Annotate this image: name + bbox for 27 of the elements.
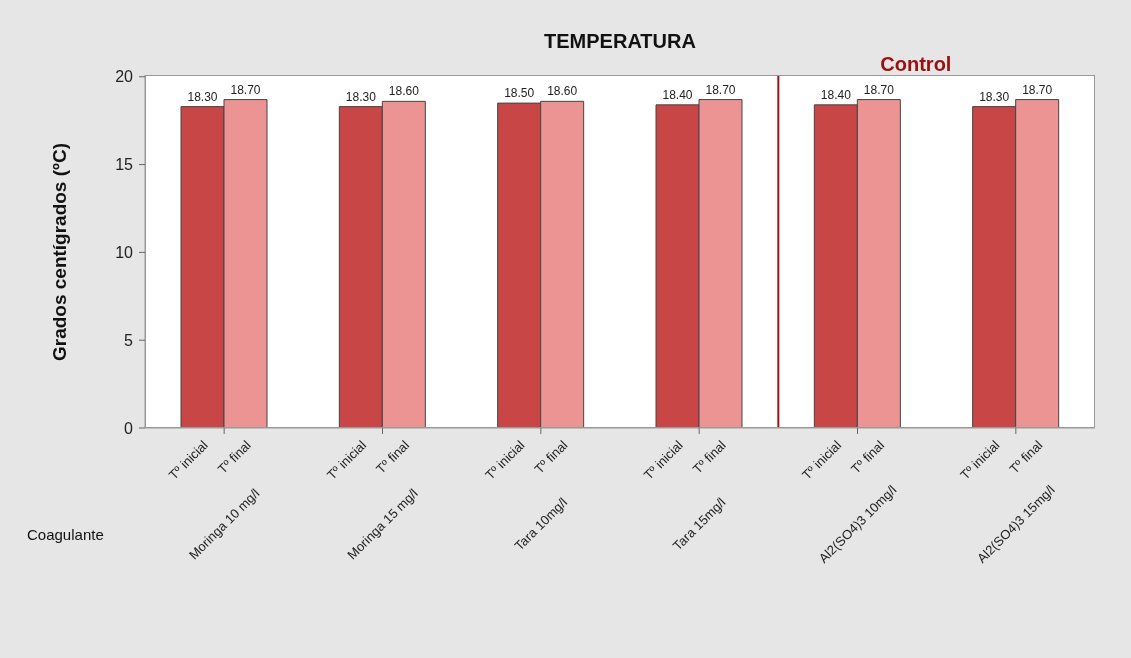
data-label: 18.30 — [187, 89, 218, 104]
data-label: 18.40 — [662, 87, 693, 102]
text: Tº final — [214, 437, 254, 477]
data-label: 18.70 — [863, 82, 895, 97]
data-label: 18.30 — [345, 89, 377, 104]
text: Tº final — [689, 437, 729, 477]
data-label: 18.40 — [820, 87, 852, 102]
data-label: 18.70 — [230, 82, 261, 97]
data-label: 18.70 — [1022, 82, 1053, 97]
text: Tº final — [531, 437, 571, 477]
y-tick-label: 15 — [115, 156, 134, 174]
y-tick-label: 5 — [124, 331, 134, 349]
x-axis-title: Coagulante — [27, 526, 104, 543]
text: Tº final — [848, 437, 888, 477]
y-tick-label: 20 — [115, 68, 134, 86]
data-label: 18.60 — [388, 84, 420, 99]
text: Tº final — [373, 437, 413, 477]
y-axis-title: Grados centígrados (ºC) — [49, 142, 71, 361]
y-tick-label: 10 — [115, 243, 134, 261]
ref-line-label: Control — [880, 53, 952, 75]
data-label: 18.30 — [979, 89, 1010, 104]
chart-title: TEMPERATURA — [543, 30, 697, 53]
text: Tº final — [1006, 437, 1046, 477]
data-label: 18.70 — [705, 82, 736, 97]
y-tick-label: 0 — [124, 419, 134, 437]
data-label: 18.50 — [504, 86, 535, 101]
data-label: 18.60 — [547, 84, 578, 99]
